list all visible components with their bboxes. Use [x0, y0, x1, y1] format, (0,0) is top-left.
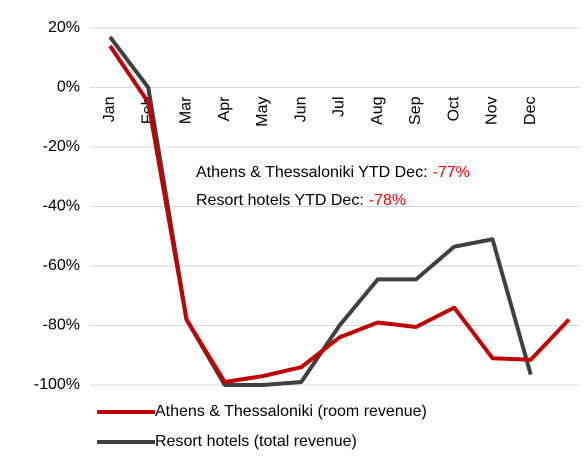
x-tick-label: Jul: [331, 97, 348, 117]
y-tick-label: -100%: [34, 376, 80, 393]
x-tick-label: Aug: [369, 97, 386, 125]
y-tick-label: -80%: [43, 317, 80, 334]
annotation-text: Resort hotels YTD Dec:: [196, 192, 364, 209]
legend-label: Resort hotels (total revenue): [155, 433, 357, 450]
series-line: [108, 35, 533, 387]
annotation: Resort hotels YTD Dec: -78%: [196, 192, 406, 209]
y-tick-label: -60%: [43, 257, 80, 274]
y-tick-label: -20%: [43, 138, 80, 155]
x-tick-label: Jun: [292, 97, 309, 123]
y-tick-label: 0%: [57, 79, 80, 96]
legend-label: Athens & Thessaloniki (room revenue): [155, 403, 427, 420]
x-tick-label: Sep: [407, 96, 424, 125]
x-tick-label: May: [254, 97, 271, 127]
x-tick-label: Nov: [484, 97, 501, 125]
x-tick-label: Mar: [178, 96, 195, 124]
annotation-text: Athens & Thessaloniki YTD Dec:: [196, 164, 428, 181]
x-tick-label: Oct: [445, 96, 462, 121]
annotation-value: -78%: [369, 192, 406, 209]
y-tick-label: -40%: [43, 198, 80, 215]
annotation-value: -77%: [433, 164, 470, 181]
x-tick-label: Apr: [216, 96, 233, 122]
x-tick-label: Dec: [522, 97, 539, 125]
annotation: Athens & Thessaloniki YTD Dec: -77%: [196, 164, 470, 181]
y-tick-label: 20%: [48, 19, 80, 36]
x-tick-label: Jan: [101, 97, 118, 123]
series-line: [108, 44, 571, 385]
